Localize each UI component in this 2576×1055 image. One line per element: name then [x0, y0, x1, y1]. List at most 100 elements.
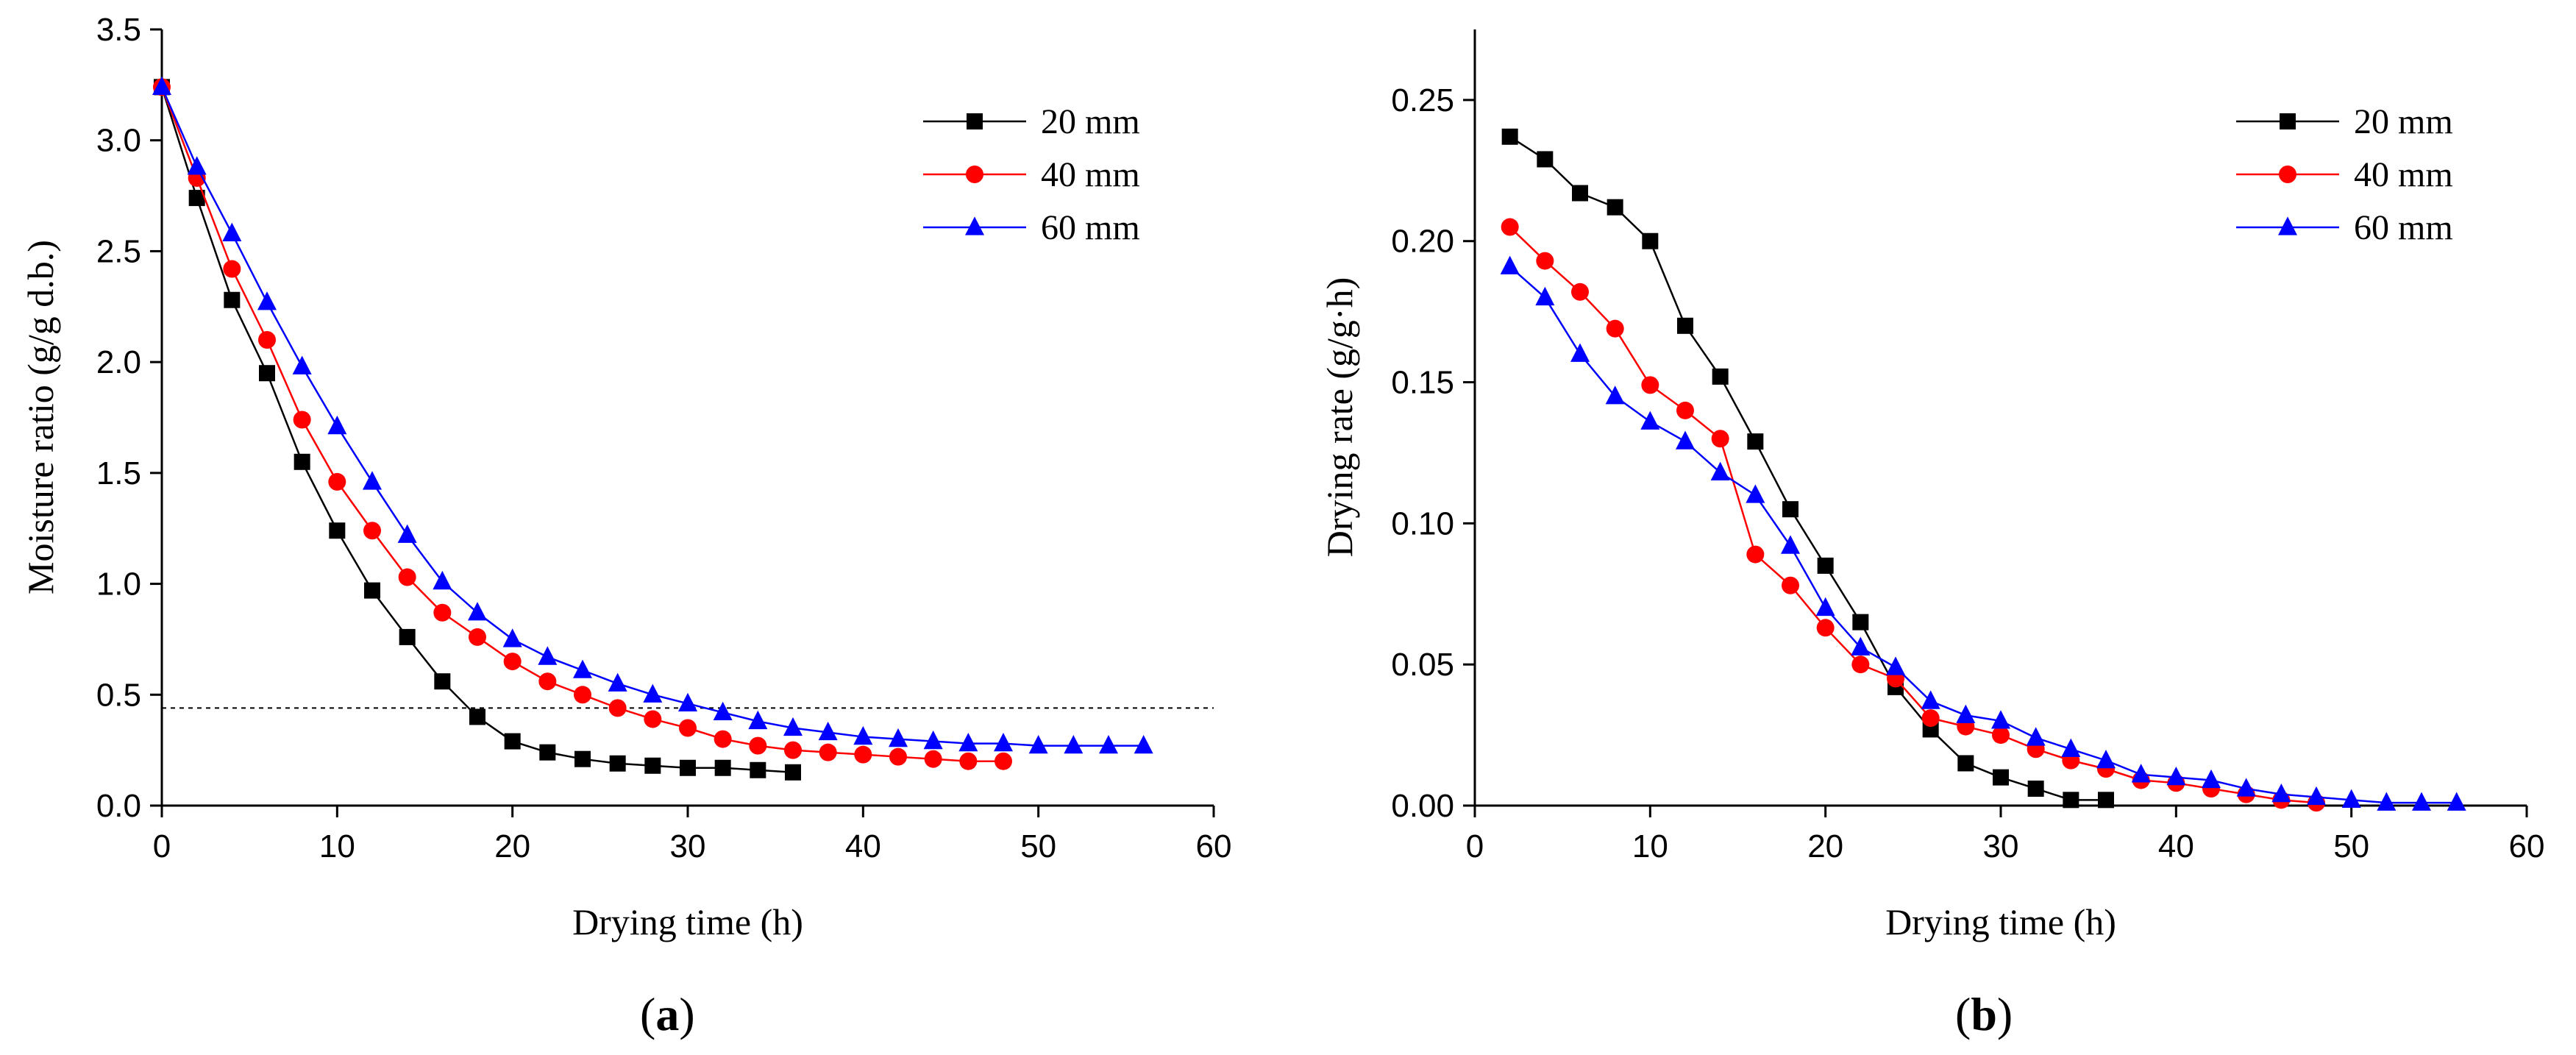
panel-b-legend-item-20mm: 20 mm [2236, 102, 2453, 141]
panel-a-series-40mm-point-16 [714, 730, 732, 748]
panel-b-series-60mm-point-17 [2096, 749, 2116, 769]
panel-b-series-20mm-point-7 [1747, 433, 1764, 450]
panel-b-series-60mm-point-9 [1815, 597, 1835, 617]
panel-b-series-60mm-point-21 [2236, 778, 2256, 797]
panel-a-legend-item-40mm: 40 mm [923, 155, 1140, 194]
panel-a-series-20mm-point-7 [399, 628, 416, 645]
panel-a-x-tick-label-2: 20 [494, 828, 530, 864]
panel-b-y-axis-title: Drying rate (g/g·h) [1319, 277, 1360, 557]
panel-b-legend-item-20mm-marker-point-0 [2280, 113, 2296, 129]
panel-a-series-60mm-point-28 [1134, 734, 1153, 754]
panel-b-y-tick-label-1: 0.05 [1391, 647, 1454, 683]
panel-a-x-tick-label-0: 0 [153, 828, 171, 864]
panel-a-series-40mm-point-24 [995, 752, 1012, 770]
panel-b-series-60mm-point-7 [1746, 484, 1765, 503]
panel-a-series-40mm-point-11 [538, 672, 557, 691]
panel-b-series-60mm-point-11 [1886, 656, 1905, 675]
panel-b-series-60mm-point-24 [2341, 789, 2361, 808]
panel-b-series-20mm-point-3 [1607, 199, 1623, 216]
panel-b-series-60mm-point-22 [2271, 784, 2291, 803]
panel-b-series-20mm-point-13 [1957, 755, 1974, 772]
panel-b-legend-item-40mm-label: 40 mm [2354, 155, 2453, 194]
panel-a-legend-item-40mm-marker-point-0 [966, 166, 983, 183]
panel-a-series-60mm-point-16 [713, 701, 733, 721]
panel-a-series-60mm-point-14 [643, 683, 663, 703]
panel-a-x-tick-label-6: 60 [1196, 828, 1232, 864]
panel-b-series-60mm [1500, 255, 2466, 811]
panel-a-x-tick-label-5: 50 [1020, 828, 1056, 864]
panel-a-series-20mm-point-14 [644, 757, 661, 774]
panel-a-legend-item-60mm: 60 mm [923, 208, 1140, 247]
panel-b-series-60mm-point-6 [1710, 461, 1730, 480]
panel-a-series-20mm-point-10 [504, 733, 521, 750]
panel-b-series-20mm-point-2 [1572, 185, 1588, 202]
panel-a-series-20mm-point-2 [224, 291, 241, 308]
panel-a-x-tick-label-1: 10 [319, 828, 355, 864]
panel-b-series-40mm-point-4 [1641, 376, 1659, 394]
panel-b-series-40mm-point-5 [1676, 401, 1694, 419]
panel-b-series-60mm-point-26 [2412, 792, 2431, 811]
panel-b-x-tick-label-5: 50 [2333, 828, 2369, 864]
panel-b-y-tick-label-4: 0.20 [1391, 224, 1454, 260]
panel-a-series-60mm-point-26 [1064, 734, 1084, 754]
panel-a-series-40mm-point-23 [959, 752, 978, 770]
panel-a-series-60mm-point-11 [538, 646, 558, 665]
panel-a-series-20mm-point-8 [434, 673, 451, 690]
panel-a-series-60mm-point-18 [783, 717, 803, 736]
panel-a-series-20mm-point-1 [188, 190, 205, 207]
panel-a-series-40mm-point-7 [398, 568, 416, 586]
panel-b-series-20mm-point-9 [1817, 557, 1834, 574]
panel-a-series-60mm-point-4 [292, 355, 312, 374]
panel-b-series-60mm-point-0 [1500, 255, 1520, 274]
panel-a-series-40mm-point-17 [749, 736, 767, 755]
panel-b-series-60mm-point-20 [2202, 769, 2221, 789]
panel-a-y-tick-label-6: 3.0 [96, 123, 141, 159]
panel-a-x-axis-title: Drying time (h) [572, 901, 803, 942]
panel-b-series-60mm-point-10 [1851, 636, 1871, 656]
panel-a-legend-item-20mm-marker-point-0 [967, 113, 983, 129]
panel-a-series-60mm-point-22 [923, 730, 943, 750]
panel-b-x-axis-title: Drying time (h) [1885, 901, 2116, 942]
panel-b-caption: (b) [1955, 988, 2013, 1040]
panel-b-series-60mm-point-15 [2026, 727, 2046, 746]
panel-b-series-20mm [1501, 128, 2114, 809]
panel-b-y-tick-label-0: 0.00 [1391, 788, 1454, 824]
panel-a-series-40mm-point-13 [608, 699, 627, 717]
panel-a-series-60mm-point-27 [1099, 734, 1118, 754]
panel-a-caption: (a) [640, 988, 695, 1040]
panel-a-series-60mm [152, 76, 1153, 754]
panel-a-series-60mm-point-25 [1028, 734, 1048, 754]
panel-a-series-40mm-point-4 [293, 411, 311, 429]
panel-a-series-40mm-point-9 [469, 628, 486, 646]
panel-a-series-40mm-point-10 [503, 653, 522, 671]
panel-a-legend-item-20mm-label: 20 mm [1041, 102, 1140, 141]
panel-a-series-20mm-point-5 [329, 522, 346, 539]
panel-a-series-40mm-point-3 [258, 331, 276, 349]
panel-a-caption-letter: a [655, 988, 679, 1040]
panel-a-series-40mm-point-8 [433, 603, 452, 622]
panel-a-series-40mm-point-6 [363, 522, 381, 540]
panel-a-series-20mm-point-16 [714, 759, 731, 776]
panel-b-series-40mm-point-6 [1711, 430, 1729, 448]
panel-b-series-20mm-point-15 [2027, 780, 2044, 797]
panel-a-series-20mm-point-13 [609, 755, 626, 772]
panel-b-legend-item-60mm-marker-point-0 [2278, 216, 2297, 235]
panel-b-x-tick-label-0: 0 [1466, 828, 1484, 864]
panel-a-series-60mm-point-7 [397, 524, 417, 543]
panel-b-series-20mm-point-14 [1993, 769, 2009, 786]
panel-a-legend: 20 mm 40 mm 60 mm [923, 102, 1140, 247]
panel-b-series-40mm-point-7 [1746, 545, 1765, 564]
panel-a-series-40mm-point-5 [328, 472, 346, 491]
panel-a-y-tick-label-0: 0.0 [96, 788, 141, 824]
panel-b-series-20mm-line [1509, 135, 2106, 801]
panel-a-y-tick-label-2: 1.0 [96, 566, 141, 603]
panel-b-series-40mm-point-3 [1606, 319, 1624, 338]
panel-a-series-20mm-line [160, 86, 794, 774]
panel-a-series-40mm-point-22 [924, 750, 942, 768]
panel-a-series-20mm-point-15 [680, 759, 696, 776]
panel-b-series-40mm-point-9 [1816, 619, 1835, 637]
panel-b-series-60mm-point-1 [1535, 286, 1555, 306]
panel-a-y-tick-label-4: 2.0 [96, 344, 141, 380]
panel-b-series-20mm-point-5 [1677, 317, 1693, 334]
panel-b-legend: 20 mm 40 mm 60 mm [2236, 102, 2453, 247]
